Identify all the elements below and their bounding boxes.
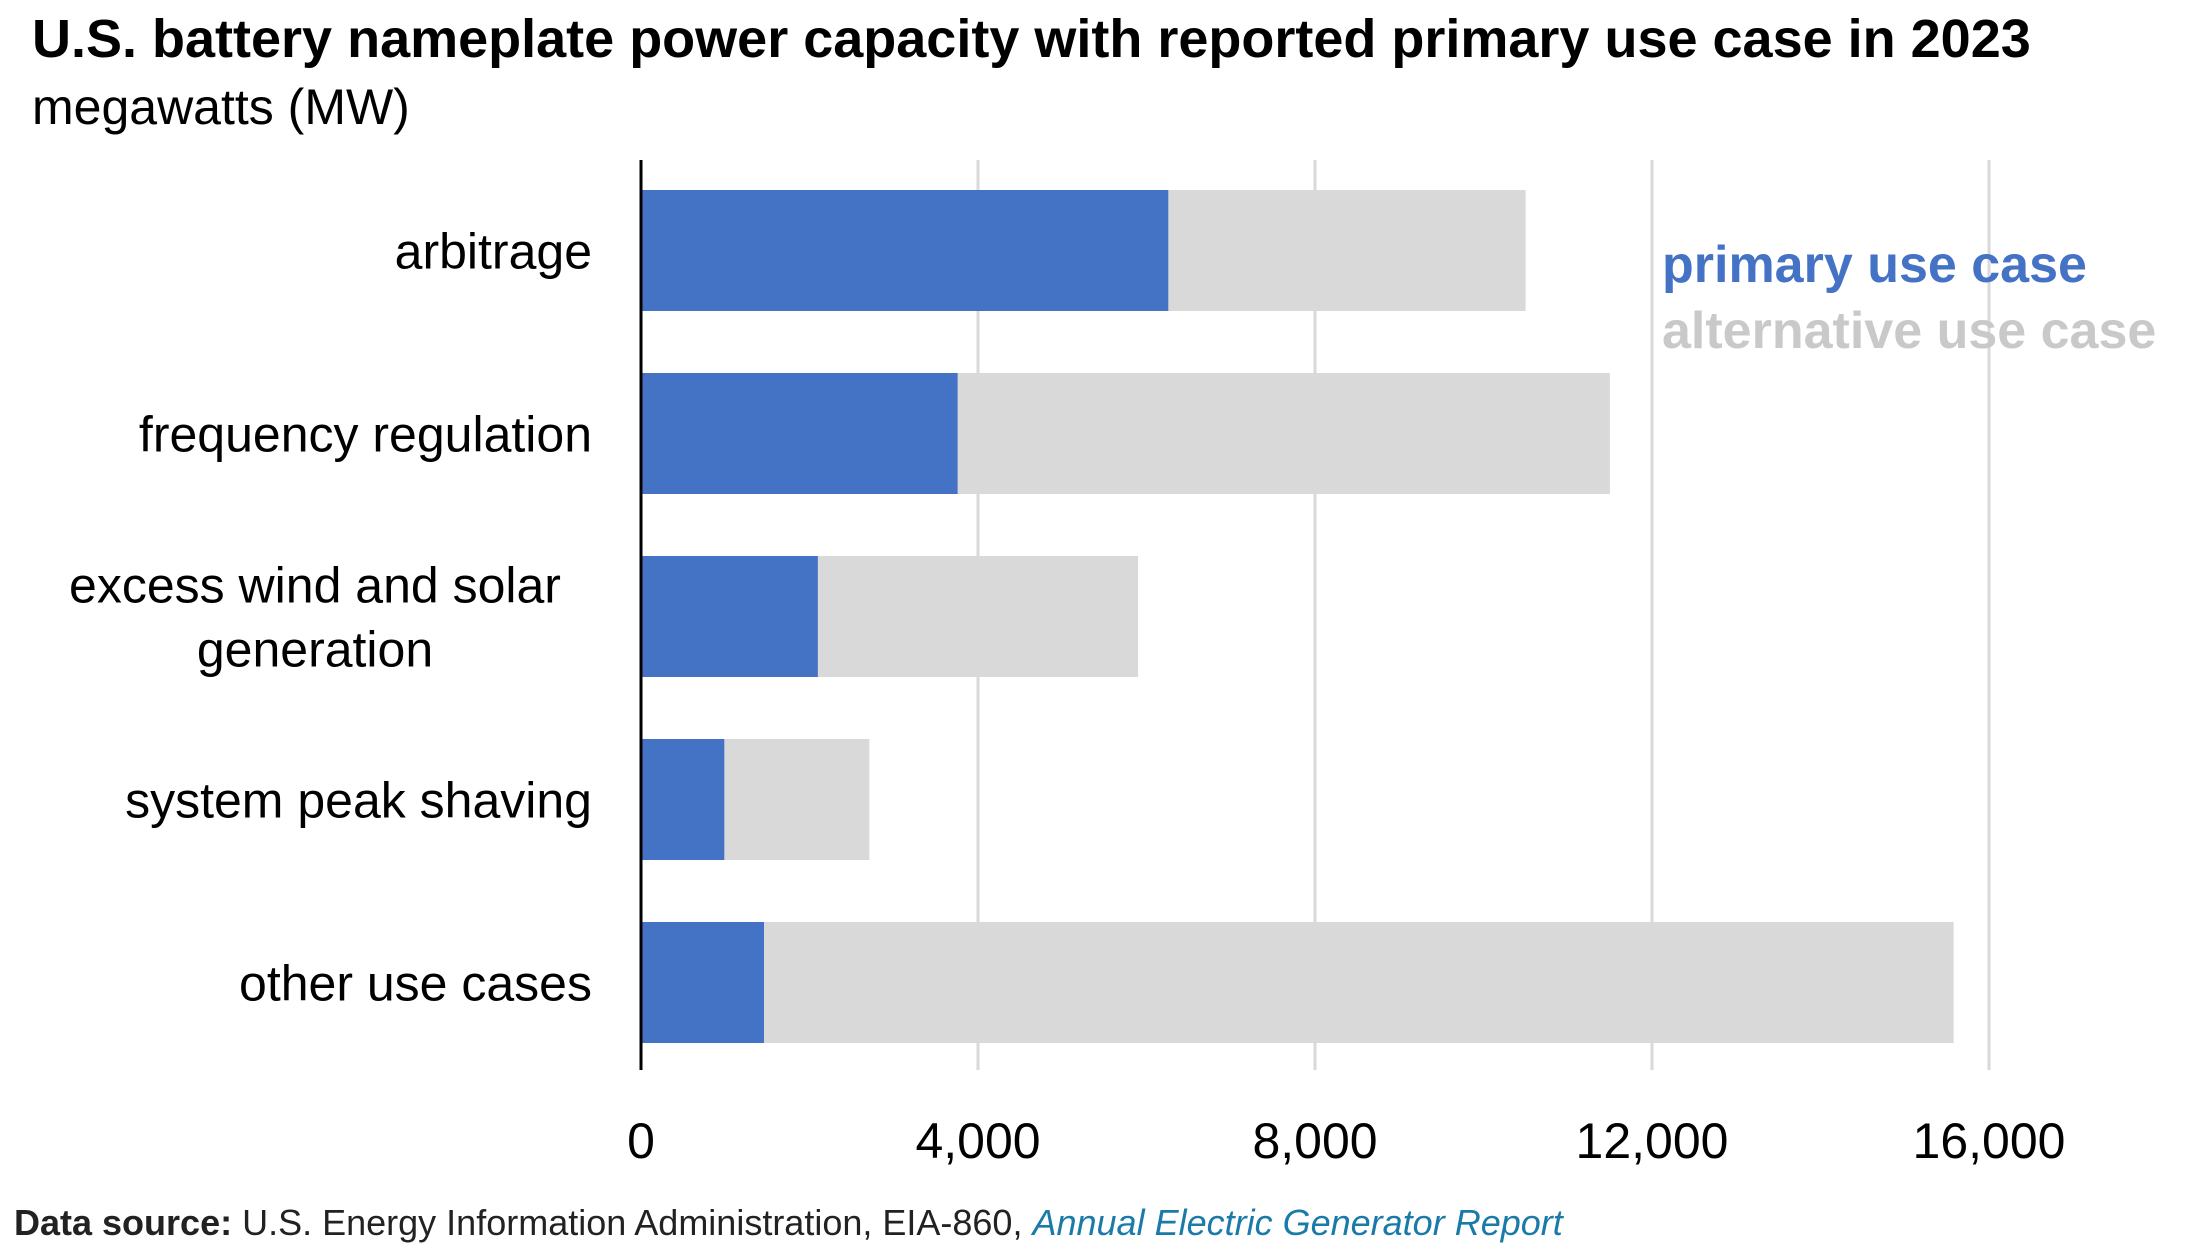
legend-primary: primary use case <box>1662 236 2087 294</box>
category-label: frequency regulation <box>139 407 592 463</box>
source-text: U.S. Energy Information Administration, … <box>242 1202 1023 1243</box>
x-tick-label: 8,000 <box>1252 1113 1377 1169</box>
category-label: other use cases <box>239 956 592 1012</box>
x-tick-label: 0 <box>627 1113 655 1169</box>
bar-chart: arbitrage frequency regulation excess wind… <box>69 160 2156 1169</box>
legend-alternative: alternative use case <box>1662 302 2156 360</box>
bar-primary <box>641 190 1169 311</box>
legend: primary use case alternative use case <box>1662 236 2156 360</box>
bar-alternative <box>957 373 1610 494</box>
bar-primary <box>641 922 765 1043</box>
category-labels: arbitrage frequency regulation excess wind… <box>69 224 592 1012</box>
x-tick-labels: 0 4,000 8,000 12,000 16,000 <box>627 1113 2065 1169</box>
bar-alternative <box>1168 190 1526 311</box>
chart-subtitle: megawatts (MW) <box>32 79 410 135</box>
x-tick-label: 4,000 <box>915 1113 1040 1169</box>
category-label-line: generation <box>197 622 433 678</box>
bar-primary <box>641 739 725 860</box>
category-label-line: excess wind and solar <box>69 558 561 614</box>
category-label: arbitrage <box>395 224 592 280</box>
bars <box>641 190 1954 1043</box>
category-label: excess wind and solar generation <box>69 558 561 678</box>
bar-alternative <box>817 556 1139 677</box>
x-tick-label: 12,000 <box>1576 1113 1729 1169</box>
category-label: system peak shaving <box>125 773 592 829</box>
bar-alternative <box>764 922 1954 1043</box>
bar-alternative <box>724 739 870 860</box>
bar-primary <box>641 373 958 494</box>
x-tick-label: 16,000 <box>1913 1113 2066 1169</box>
chart-title: U.S. battery nameplate power capacity wi… <box>32 9 2031 69</box>
source-link[interactable]: Annual Electric Generator Report <box>1032 1202 1563 1243</box>
data-source: Data source: U.S. Energy Information Adm… <box>14 1202 1563 1244</box>
source-label: Data source: <box>14 1202 233 1243</box>
bar-primary <box>641 556 818 677</box>
